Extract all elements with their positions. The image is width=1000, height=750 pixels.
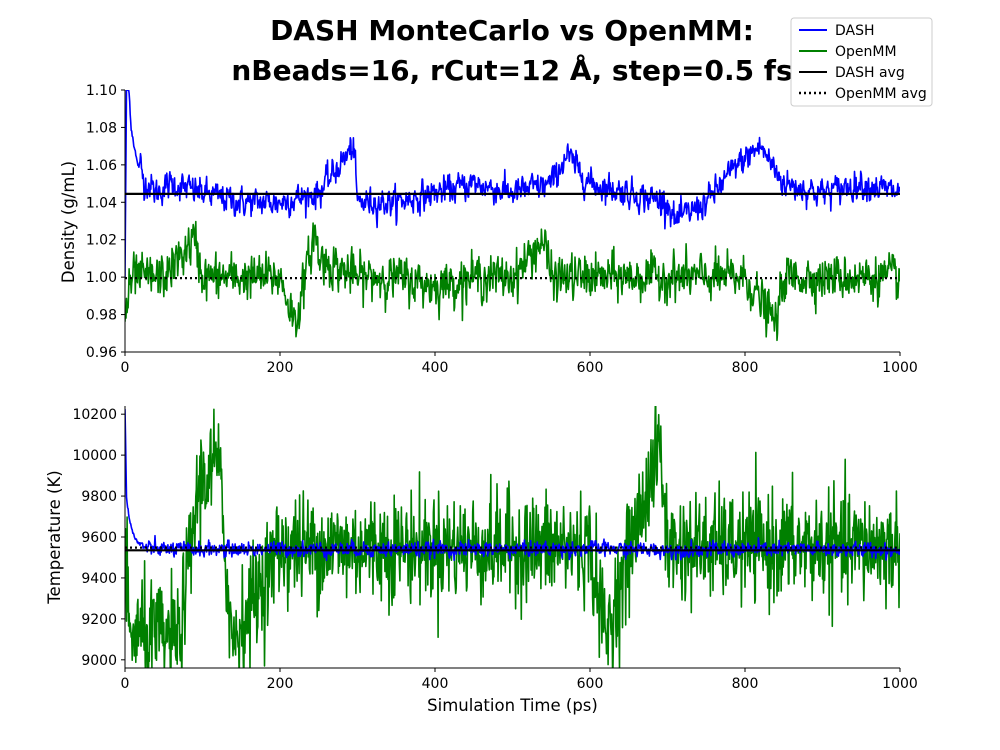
x-tick-label: 1000	[882, 676, 918, 692]
x-tick-label: 0	[121, 676, 130, 692]
x-tick-label: 600	[577, 360, 604, 376]
y-tick-label: 1.00	[86, 270, 117, 286]
y-tick-label: 9600	[81, 530, 117, 546]
y-tick-label: 1.06	[86, 158, 117, 174]
chart-title-line1: DASH MonteCarlo vs OpenMM:	[270, 14, 754, 47]
temperature-panel: 0 200 400 600 800 1000 9000 9200 9400 9600 9800 100…	[45, 406, 918, 715]
legend-box	[790, 17, 933, 107]
y-tick-label: 1.08	[86, 120, 117, 136]
y-tick-label: 1.02	[86, 233, 117, 249]
legend-label: OpenMM avg	[835, 86, 927, 102]
y-tick-label: 10000	[72, 448, 117, 464]
x-tick-label: 200	[267, 676, 294, 692]
y-tick-label: 9000	[81, 653, 117, 669]
y-tick-label: 0.98	[86, 308, 117, 324]
x-tick-label: 800	[732, 360, 759, 376]
x-tick-label: 1000	[882, 360, 918, 376]
series-line-openmm	[125, 220, 900, 342]
y-tick-label: 9400	[81, 571, 117, 587]
x-tick-label: 0	[121, 360, 130, 376]
y-tick-label: 10200	[72, 407, 117, 423]
x-tick-label: 600	[577, 676, 604, 692]
series-line-dash	[125, 90, 900, 278]
legend: DASH OpenMM DASH avg OpenMM avg	[790, 17, 933, 107]
x-axis-label: Simulation Time (ps)	[427, 696, 598, 715]
x-tick-label: 800	[732, 676, 759, 692]
y-tick-label: 0.96	[86, 345, 117, 361]
chart-title-line2: nBeads=16, rCut=12 Å, step=0.5 fs	[231, 53, 792, 87]
legend-label: DASH avg	[835, 65, 905, 81]
y-tick-label: 9800	[81, 489, 117, 505]
legend-label: DASH	[835, 23, 875, 39]
x-tick-label: 400	[422, 676, 449, 692]
legend-label: OpenMM	[835, 44, 897, 60]
series-line-openmm	[125, 406, 900, 668]
x-tick-label: 200	[267, 360, 294, 376]
y-axis-label: Density (g/mL)	[59, 161, 78, 283]
y-tick-label: 9200	[81, 612, 117, 628]
y-tick-label: 1.10	[86, 83, 117, 99]
density-panel: 0 200 400 600 800 1000 0.96 0.98 1.00 1.02 1.04 1.0…	[59, 83, 918, 376]
x-tick-label: 400	[422, 360, 449, 376]
y-axis-label: Temperature (K)	[45, 470, 64, 604]
y-tick-label: 1.04	[86, 195, 117, 211]
